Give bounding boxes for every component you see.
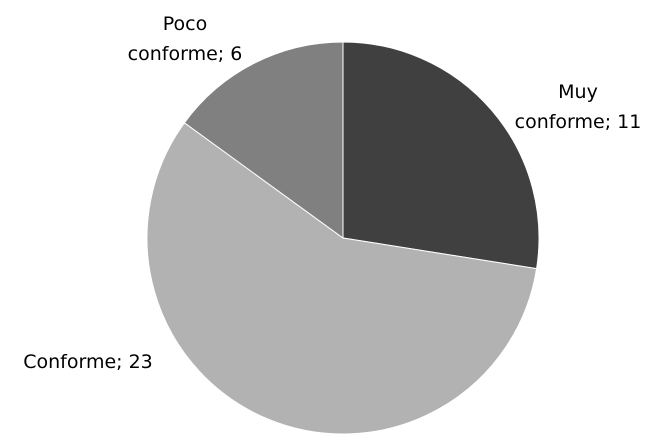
slice-label-2-line-0: Poco [163, 13, 207, 35]
slice-label-0-line-1: conforme; 11 [515, 111, 642, 133]
slice-label-2-line-1: conforme; 6 [128, 43, 243, 65]
slice-label-2: Poco conforme; 6 [128, 13, 243, 65]
pie-slice-0 [342, 41, 540, 270]
pie-slice-1 [146, 122, 538, 434]
slice-label-0-line-0: Muy [558, 81, 598, 103]
pie-slice-2 [183, 41, 344, 239]
slice-label-1: Conforme; 23 [23, 351, 153, 373]
slice-label-1-line-0: Conforme; 23 [23, 351, 153, 373]
slice-label-0: Muy conforme; 11 [515, 81, 642, 133]
